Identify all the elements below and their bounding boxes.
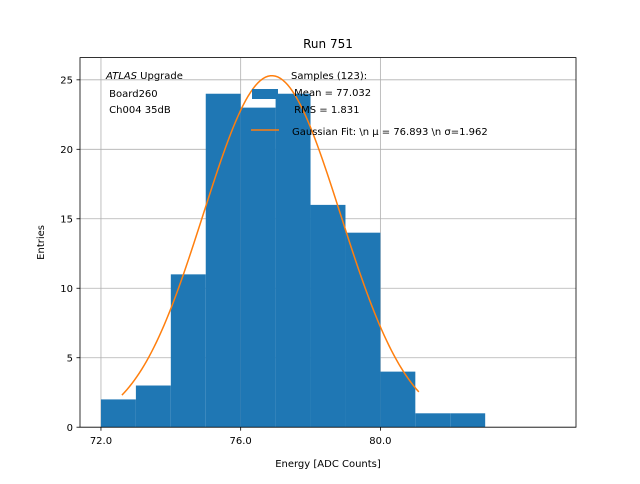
y-tick-label: 20 — [60, 145, 73, 156]
legend: Samples (123): Mean = 77.032 RMS = 1.831… — [251, 71, 488, 138]
x-tick-label: 72.0 — [90, 436, 112, 447]
histogram-bar — [240, 107, 276, 428]
plot-frame — [79, 57, 577, 428]
y-tick-label: 25 — [60, 75, 73, 86]
x-tick-label: 80.0 — [369, 436, 391, 447]
legend-samples-line-1: Samples (123): — [291, 71, 367, 82]
annotation-upgrade: Upgrade — [137, 71, 183, 82]
y-axis-ticks: 0 5 10 15 20 25 — [60, 75, 80, 434]
atlas-annotation: ATLAS Upgrade Board260 Ch004 35dB — [105, 71, 183, 116]
y-tick-label: 10 — [60, 284, 73, 295]
histogram-bar — [100, 399, 136, 428]
legend-samples-line-3: RMS = 1.831 — [291, 105, 359, 116]
annotation-atlas: ATLAS — [105, 71, 138, 82]
histogram-bars — [100, 93, 486, 428]
histogram-bar — [345, 232, 381, 428]
legend-fit-label: Gaussian Fit: \n μ = 76.893 \n σ=1.962 — [292, 127, 488, 138]
x-axis-ticks: 72.0 76.0 80.0 — [90, 427, 392, 447]
annotation-line-3: Ch004 35dB — [106, 105, 171, 116]
annotation-line-2: Board260 — [106, 89, 158, 100]
annotation-line-1: ATLAS Upgrade — [105, 71, 183, 82]
legend-histogram-patch — [252, 89, 278, 99]
histogram-bar — [415, 413, 451, 428]
histogram-bar — [310, 204, 346, 428]
histogram-bar — [170, 274, 206, 428]
histogram-bar — [275, 93, 311, 428]
x-axis-label: Energy [ADC Counts] — [275, 459, 381, 470]
legend-samples-line-2: Mean = 77.032 — [291, 88, 371, 99]
histogram-bar — [450, 413, 486, 428]
y-tick-label: 15 — [60, 214, 73, 225]
histogram-bar — [135, 385, 171, 428]
y-axis-label: Entries — [36, 225, 47, 260]
gaussian-fit-line — [121, 74, 420, 396]
x-tick-label: 76.0 — [230, 436, 252, 447]
histogram-bar — [205, 93, 241, 428]
y-tick-label: 5 — [67, 353, 73, 364]
chart-title: Run 751 — [303, 37, 353, 51]
y-tick-label: 0 — [67, 423, 73, 434]
